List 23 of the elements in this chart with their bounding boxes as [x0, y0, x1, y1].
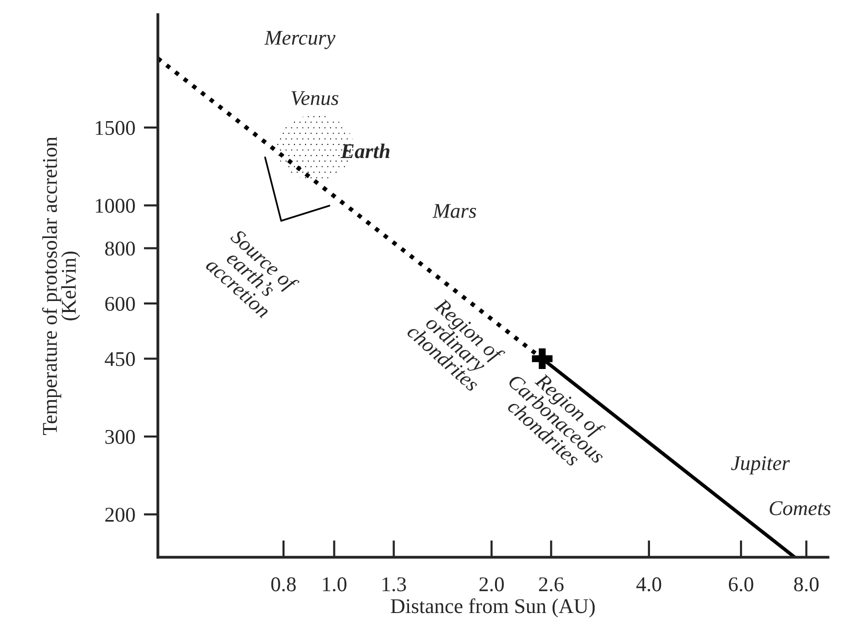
y-tick-label: 600	[105, 296, 135, 311]
annotation: Jupiter	[731, 456, 790, 474]
annotation: Venus	[291, 91, 338, 106]
y-tick-label: 800	[105, 242, 135, 256]
x-tick-label: 2.0	[479, 577, 504, 592]
y-tick-label: 450	[104, 352, 135, 366]
annotation: Comets	[770, 501, 830, 516]
x-tick-label: 0.8	[271, 577, 296, 592]
annotation: Earth	[340, 144, 390, 158]
y-tick-label: 1500	[96, 120, 135, 135]
x-tick-label: 1.0	[322, 577, 346, 592]
x-tick-label: 1.3	[382, 577, 406, 592]
y-axis-title: Temperature of protosolar accretion (Kelvin)	[42, 136, 80, 435]
annotation: Mars	[432, 204, 476, 218]
x-tick-label: 2.6	[539, 577, 564, 592]
x-tick-label: 8.0	[794, 577, 819, 592]
x-axis-title: Distance from Sun (AU)	[390, 598, 595, 618]
y-tick-label: 300	[105, 430, 135, 444]
x-tick-label: 6.0	[728, 577, 754, 592]
y-tick-label: 1000	[96, 198, 135, 213]
annotation: Mercury	[264, 30, 336, 50]
x-tick-label: 4.0	[636, 577, 662, 592]
y-tick-label: 200	[105, 508, 135, 522]
